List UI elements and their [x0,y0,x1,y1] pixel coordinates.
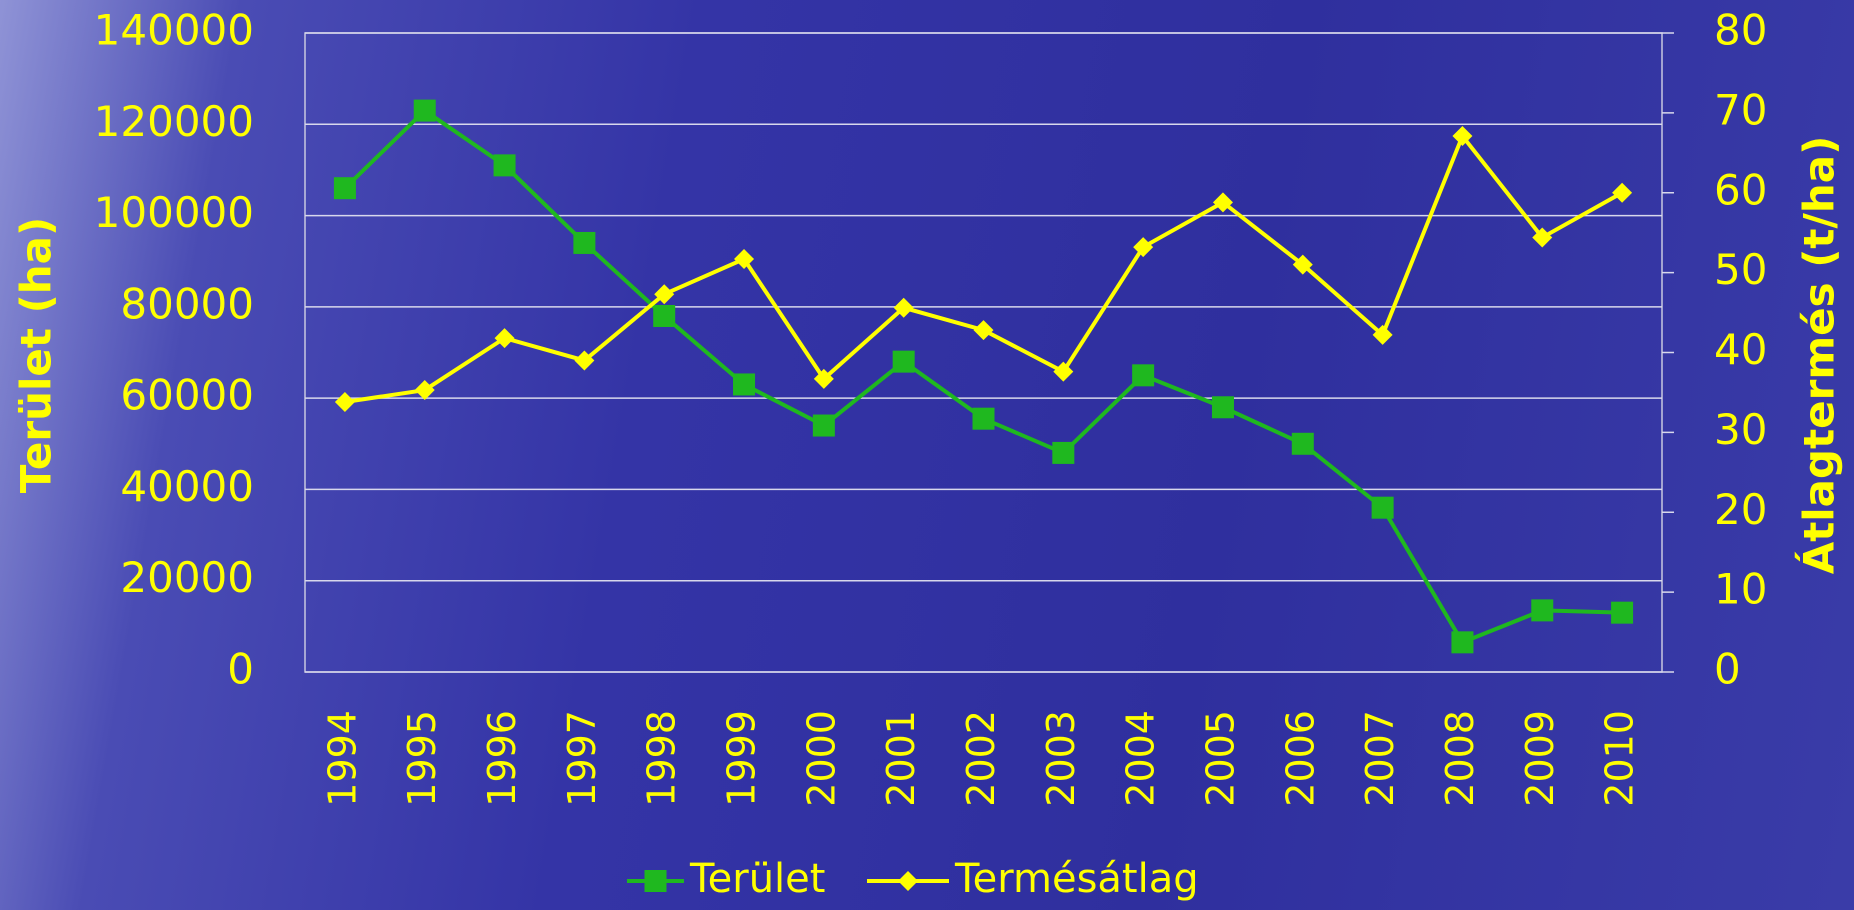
marker [654,284,675,305]
marker [573,231,596,254]
x-tick-label: 2001 [879,710,923,807]
legend-marker [644,870,667,892]
y2-tick-label: 80 [1714,6,1767,55]
series-line [344,132,1624,405]
marker [972,407,995,430]
x-tick-label: 1999 [720,710,764,807]
y2-tick-label: 0 [1714,645,1741,694]
x-tick-label: 2009 [1518,710,1562,807]
x-tick-label: 2006 [1278,710,1322,807]
x-tick-label: 1996 [480,710,524,807]
y2-tick-label: 40 [1714,325,1767,374]
marker [1451,631,1474,654]
marker [892,350,915,373]
y2-tick-label: 50 [1714,245,1767,294]
y2-axis-title: Átlagtermés (t/ha) [1794,136,1844,575]
y-tick-label: 140000 [94,6,254,55]
y2-tick-label: 10 [1714,565,1767,614]
x-tick-label: 2008 [1438,710,1482,807]
x-tick-label: 2003 [1039,710,1083,807]
marker [1291,432,1314,455]
y2-tick-label: 20 [1714,485,1767,534]
marker [813,368,834,389]
marker [1053,361,1074,382]
marker [1452,126,1473,147]
legend-label: Termésátlag [954,856,1199,902]
marker [574,350,595,371]
x-tick-label: 2010 [1598,710,1642,807]
y-tick-label: 20000 [120,553,254,602]
plot-frame [304,32,1663,673]
x-tick-label: 2007 [1358,710,1402,807]
x-tick-label: 1998 [640,710,684,807]
y-axis-title: Terület (ha) [12,217,61,493]
y2-tick-label: 30 [1714,405,1767,454]
marker [1372,324,1393,345]
y-tick-label: 100000 [94,188,254,237]
x-tick-label: 2004 [1119,710,1163,807]
marker [334,392,355,413]
marker [413,99,436,122]
legend-label: Terület [689,856,825,902]
marker [1292,254,1313,275]
marker [1531,599,1554,622]
y-tick-label: 0 [227,645,254,694]
marker [333,177,356,200]
x-tick-label: 1997 [560,710,604,807]
marker [1371,496,1394,519]
x-tick-label: 2000 [799,710,843,807]
marker [734,249,755,270]
x-tick-label: 2005 [1198,710,1242,807]
legend-marker [898,871,918,891]
marker [1132,364,1155,387]
y-tick-label: 60000 [120,371,254,420]
marker [973,320,994,341]
marker [733,373,756,396]
y-tick-label: 80000 [120,279,254,328]
marker [653,304,676,327]
marker [1211,396,1234,419]
marker [812,414,835,437]
y-tick-label: 120000 [94,97,254,146]
y2-tick-label: 60 [1714,165,1767,214]
marker [893,297,914,318]
marker [1133,237,1154,258]
marker [493,154,516,177]
marker [1052,441,1075,464]
marker [1611,601,1634,624]
x-tick-label: 2002 [959,710,1003,807]
x-tick-label: 1995 [400,710,444,807]
marker [1212,192,1233,213]
marker [1532,227,1553,248]
y2-tick-label: 70 [1714,85,1767,134]
x-tick-label: 1994 [320,710,364,807]
series-line [343,108,1623,645]
marker [414,380,435,401]
y-tick-label: 40000 [120,462,254,511]
marker [1612,182,1633,203]
marker [494,328,515,349]
